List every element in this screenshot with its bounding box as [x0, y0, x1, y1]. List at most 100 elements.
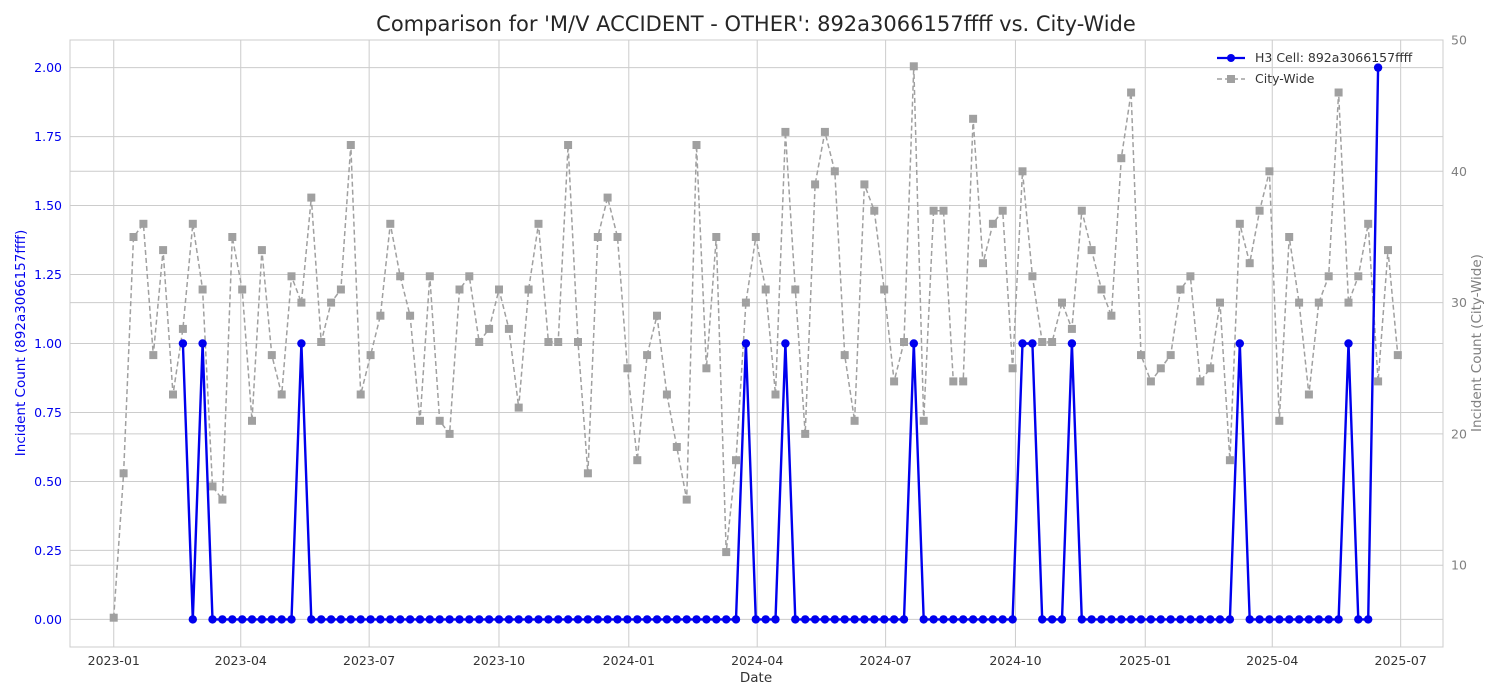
- city-wide-point: [1196, 377, 1205, 386]
- city-wide-point: [346, 141, 355, 149]
- city-wide-point: [139, 219, 148, 228]
- city-wide-point: [307, 193, 316, 202]
- cell-point: [238, 615, 247, 624]
- city-wide-point: [1186, 272, 1195, 281]
- cell-point: [968, 615, 978, 624]
- cell-point: [1176, 615, 1185, 624]
- cell-point: [1255, 615, 1264, 624]
- cell-point: [692, 615, 701, 624]
- city-wide-series: [109, 62, 1402, 622]
- city-wide-point: [109, 613, 118, 622]
- left-tick-label: 1.75: [34, 129, 62, 144]
- city-wide-point: [1048, 338, 1057, 346]
- cell-point: [702, 615, 711, 624]
- city-wide-point: [425, 272, 434, 281]
- x-axis-ticks: 2023-01 2023-04 2023-07 2023-10 2024-01 2024-…: [88, 653, 1427, 668]
- cell-point: [909, 339, 918, 348]
- cell-point: [1038, 615, 1047, 624]
- cell-point: [277, 615, 286, 624]
- cell-point: [198, 339, 207, 348]
- cell-point: [218, 615, 227, 624]
- cell-point: [1028, 339, 1037, 348]
- city-wide-point: [1255, 206, 1264, 215]
- city-wide-point: [267, 351, 276, 360]
- city-wide-point: [732, 456, 740, 465]
- cell-point: [820, 615, 830, 624]
- cell-point: [1364, 615, 1373, 624]
- cell-point: [405, 615, 415, 624]
- legend-city-marker: [1227, 75, 1235, 83]
- city-wide-point: [1107, 311, 1116, 320]
- city-wide-point: [149, 351, 158, 360]
- cell-point: [494, 615, 504, 624]
- city-wide-point: [593, 233, 602, 241]
- city-wide-point: [692, 141, 701, 149]
- cell-point: [544, 615, 553, 624]
- city-wide-point: [1334, 88, 1343, 97]
- city-wide-point: [1146, 377, 1155, 386]
- city-wide-point: [1265, 167, 1274, 176]
- city-wide-point: [1275, 416, 1284, 425]
- city-wide-point: [1058, 298, 1066, 307]
- city-wide-point: [890, 377, 899, 386]
- left-axis-ticks: 0.00 0.25 0.50 0.75 1.00 1.25 1.50 1.75 2.00: [34, 60, 62, 627]
- left-tick-label: 0.50: [34, 474, 62, 489]
- city-wide-point: [1374, 377, 1383, 386]
- cell-point: [613, 615, 622, 624]
- city-wide-point: [169, 390, 177, 399]
- city-wide-point: [1206, 364, 1215, 373]
- city-wide-point: [485, 324, 494, 333]
- cell-point: [642, 615, 652, 624]
- cell-point: [1057, 615, 1067, 624]
- cell-point: [346, 615, 355, 624]
- cell-point: [712, 615, 721, 624]
- left-axis-label: Incident Count (892a3066157ffff): [13, 230, 29, 456]
- cell-point: [1304, 615, 1314, 624]
- city-wide-point: [544, 338, 553, 346]
- cell-point: [1166, 615, 1175, 624]
- city-wide-point: [524, 285, 533, 294]
- city-wide-point: [376, 311, 385, 320]
- city-wide-point: [159, 246, 168, 255]
- cell-point: [396, 615, 405, 624]
- left-tick-label: 1.50: [34, 198, 62, 213]
- cell-point: [415, 615, 425, 624]
- cell-point: [1126, 615, 1136, 624]
- left-tick-label: 2.00: [34, 60, 62, 75]
- city-wide-point: [682, 495, 691, 504]
- city-wide-point: [939, 206, 948, 215]
- city-wide-point: [613, 233, 622, 241]
- city-wide-point: [900, 338, 908, 346]
- cell-point: [1097, 615, 1106, 624]
- city-wide-point: [1067, 324, 1076, 333]
- city-wide-point: [633, 456, 642, 465]
- cell-point: [603, 615, 612, 624]
- city-wide-point: [909, 62, 918, 71]
- city-wide-point: [435, 416, 444, 425]
- cell-point: [504, 615, 514, 624]
- left-tick-label: 0.00: [34, 612, 62, 627]
- cell-point: [1206, 615, 1215, 624]
- city-wide-point: [277, 390, 286, 399]
- cell-point: [267, 615, 276, 624]
- city-wide-point: [1314, 298, 1323, 307]
- cell-point: [880, 615, 889, 624]
- cell-point: [1018, 339, 1027, 348]
- cell-point: [1324, 615, 1333, 624]
- city-wide-point: [406, 311, 415, 320]
- x-tick-label: 2023-04: [215, 653, 267, 668]
- cell-point: [1334, 615, 1343, 624]
- cell-point: [376, 615, 385, 624]
- cell-point: [573, 615, 583, 624]
- cell-point: [850, 615, 859, 624]
- city-wide-point: [751, 233, 760, 241]
- city-wide-point: [327, 298, 336, 307]
- city-wide-point: [840, 351, 849, 360]
- city-wide-point: [336, 285, 345, 294]
- city-wide-point: [554, 338, 563, 346]
- city-wide-point: [623, 364, 632, 373]
- city-wide-point: [317, 338, 326, 346]
- city-wide-point: [1077, 206, 1086, 215]
- city-wide-point: [396, 272, 405, 281]
- cell-point: [445, 615, 454, 624]
